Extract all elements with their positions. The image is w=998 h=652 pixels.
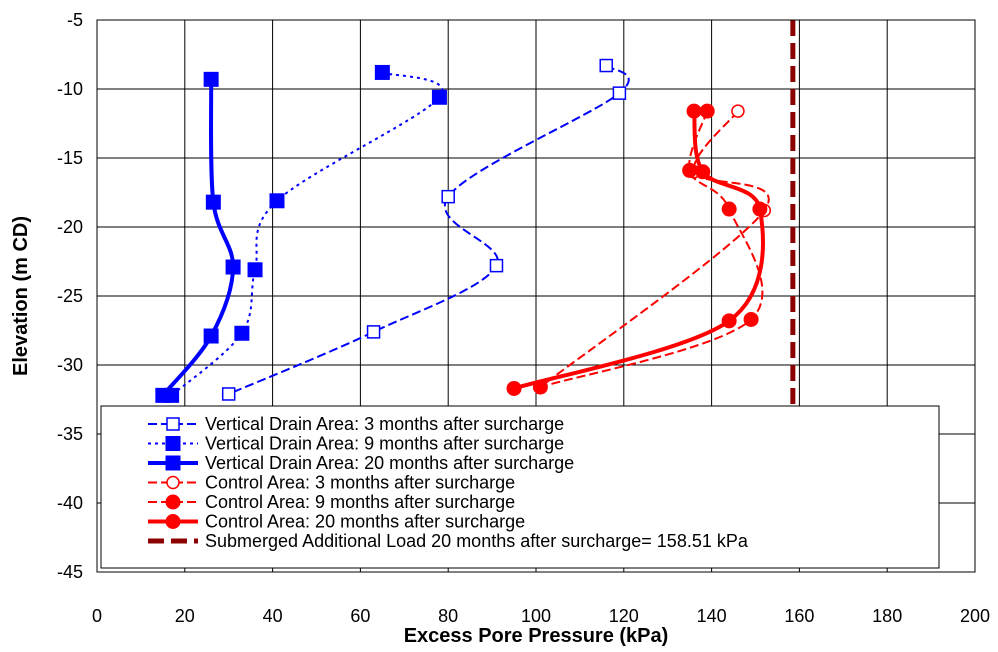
legend-marker bbox=[165, 494, 181, 510]
legend-entry: Control Area: 3 months after surcharge bbox=[148, 473, 515, 493]
x-tick-label: 20 bbox=[175, 606, 195, 626]
y-tick-label: -45 bbox=[57, 562, 83, 582]
plot-frame bbox=[96, 19, 976, 573]
data-point bbox=[247, 262, 263, 278]
data-point bbox=[366, 325, 381, 339]
legend-label: Submerged Additional Load 20 months afte… bbox=[205, 531, 749, 551]
series-2 bbox=[155, 71, 241, 403]
data-point bbox=[752, 201, 768, 217]
data-point bbox=[682, 162, 698, 178]
y-tick-label: -40 bbox=[57, 493, 83, 513]
x-axis-title: Excess Pore Pressure (kPa) bbox=[404, 625, 669, 647]
series-0 bbox=[221, 58, 630, 401]
data-point bbox=[203, 328, 219, 344]
data-point bbox=[743, 311, 759, 327]
series-layer bbox=[155, 20, 796, 572]
legend-entry: Submerged Additional Load 20 months afte… bbox=[148, 531, 749, 551]
legend-label: Control Area: 3 months after surcharge bbox=[205, 473, 515, 493]
legend-marker bbox=[165, 455, 181, 471]
data-point bbox=[431, 89, 447, 105]
legend-label: Control Area: 9 months after surcharge bbox=[205, 492, 515, 512]
legend-label: Vertical Drain Area: 3 months after surc… bbox=[205, 414, 564, 434]
data-point bbox=[686, 103, 702, 119]
y-tick-label: -25 bbox=[57, 286, 83, 306]
y-tick-label: -10 bbox=[57, 79, 83, 99]
legend-entry: Vertical Drain Area: 20 months after sur… bbox=[148, 453, 574, 473]
series-4 bbox=[532, 103, 764, 395]
series-1 bbox=[164, 64, 447, 403]
y-tick-label: -30 bbox=[57, 355, 83, 375]
x-tick-label: 160 bbox=[784, 606, 814, 626]
data-point bbox=[234, 325, 250, 341]
legend-entry: Control Area: 20 months after surcharge bbox=[148, 512, 525, 532]
x-tick-labels: 0 20 40 60 80 100 120 140 160 180 200 bbox=[92, 606, 990, 626]
data-point bbox=[221, 387, 236, 401]
data-point bbox=[731, 104, 745, 118]
legend-entry: Vertical Drain Area: 9 months after surc… bbox=[148, 434, 564, 454]
legend-label: Control Area: 20 months after surcharge bbox=[205, 512, 525, 532]
data-point bbox=[225, 259, 241, 275]
series-5 bbox=[506, 103, 768, 396]
x-tick-label: 120 bbox=[609, 606, 639, 626]
legend-box bbox=[100, 405, 940, 569]
y-tick-label: -35 bbox=[57, 424, 83, 444]
data-point bbox=[205, 194, 221, 210]
legend-marker bbox=[166, 417, 180, 431]
x-tick-label: 60 bbox=[350, 606, 370, 626]
y-tick-labels: -5 -10 -15 -20 -25 -30 -35 -40 -45 bbox=[57, 10, 83, 582]
legend-entry: Control Area: 9 months after surcharge bbox=[148, 492, 515, 512]
legend-marker bbox=[165, 436, 181, 451]
legend-marker bbox=[166, 475, 180, 490]
y-tick-label: -15 bbox=[57, 148, 83, 168]
legend-label: Vertical Drain Area: 9 months after surc… bbox=[205, 434, 564, 454]
data-point bbox=[612, 86, 627, 100]
data-point bbox=[506, 380, 522, 396]
y-tick-label: -20 bbox=[57, 217, 83, 237]
y-tick-label: -5 bbox=[67, 10, 83, 30]
data-point bbox=[203, 71, 219, 87]
x-tick-label: 180 bbox=[872, 606, 902, 626]
data-point bbox=[721, 201, 737, 217]
data-point bbox=[441, 189, 455, 204]
legend-label: Vertical Drain Area: 20 months after sur… bbox=[205, 453, 574, 473]
legend: Vertical Drain Area: 3 months after surc… bbox=[100, 405, 940, 569]
x-tick-label: 200 bbox=[960, 606, 990, 626]
x-tick-label: 140 bbox=[697, 606, 727, 626]
data-point bbox=[374, 64, 390, 80]
x-tick-label: 80 bbox=[438, 606, 458, 626]
data-point bbox=[599, 58, 613, 73]
data-point bbox=[699, 103, 715, 119]
y-axis-title: Elevation (m CD) bbox=[10, 216, 32, 376]
x-tick-label: 40 bbox=[263, 606, 283, 626]
series-line bbox=[539, 110, 770, 388]
x-tick-label: 0 bbox=[92, 606, 102, 626]
data-point bbox=[269, 193, 285, 209]
data-point bbox=[695, 164, 711, 180]
data-point bbox=[155, 387, 171, 403]
legend-marker bbox=[165, 514, 181, 529]
legend-entry: Vertical Drain Area: 3 months after surc… bbox=[148, 414, 564, 434]
data-point bbox=[721, 313, 737, 329]
data-point bbox=[489, 258, 504, 273]
x-tick-label: 100 bbox=[521, 606, 551, 626]
